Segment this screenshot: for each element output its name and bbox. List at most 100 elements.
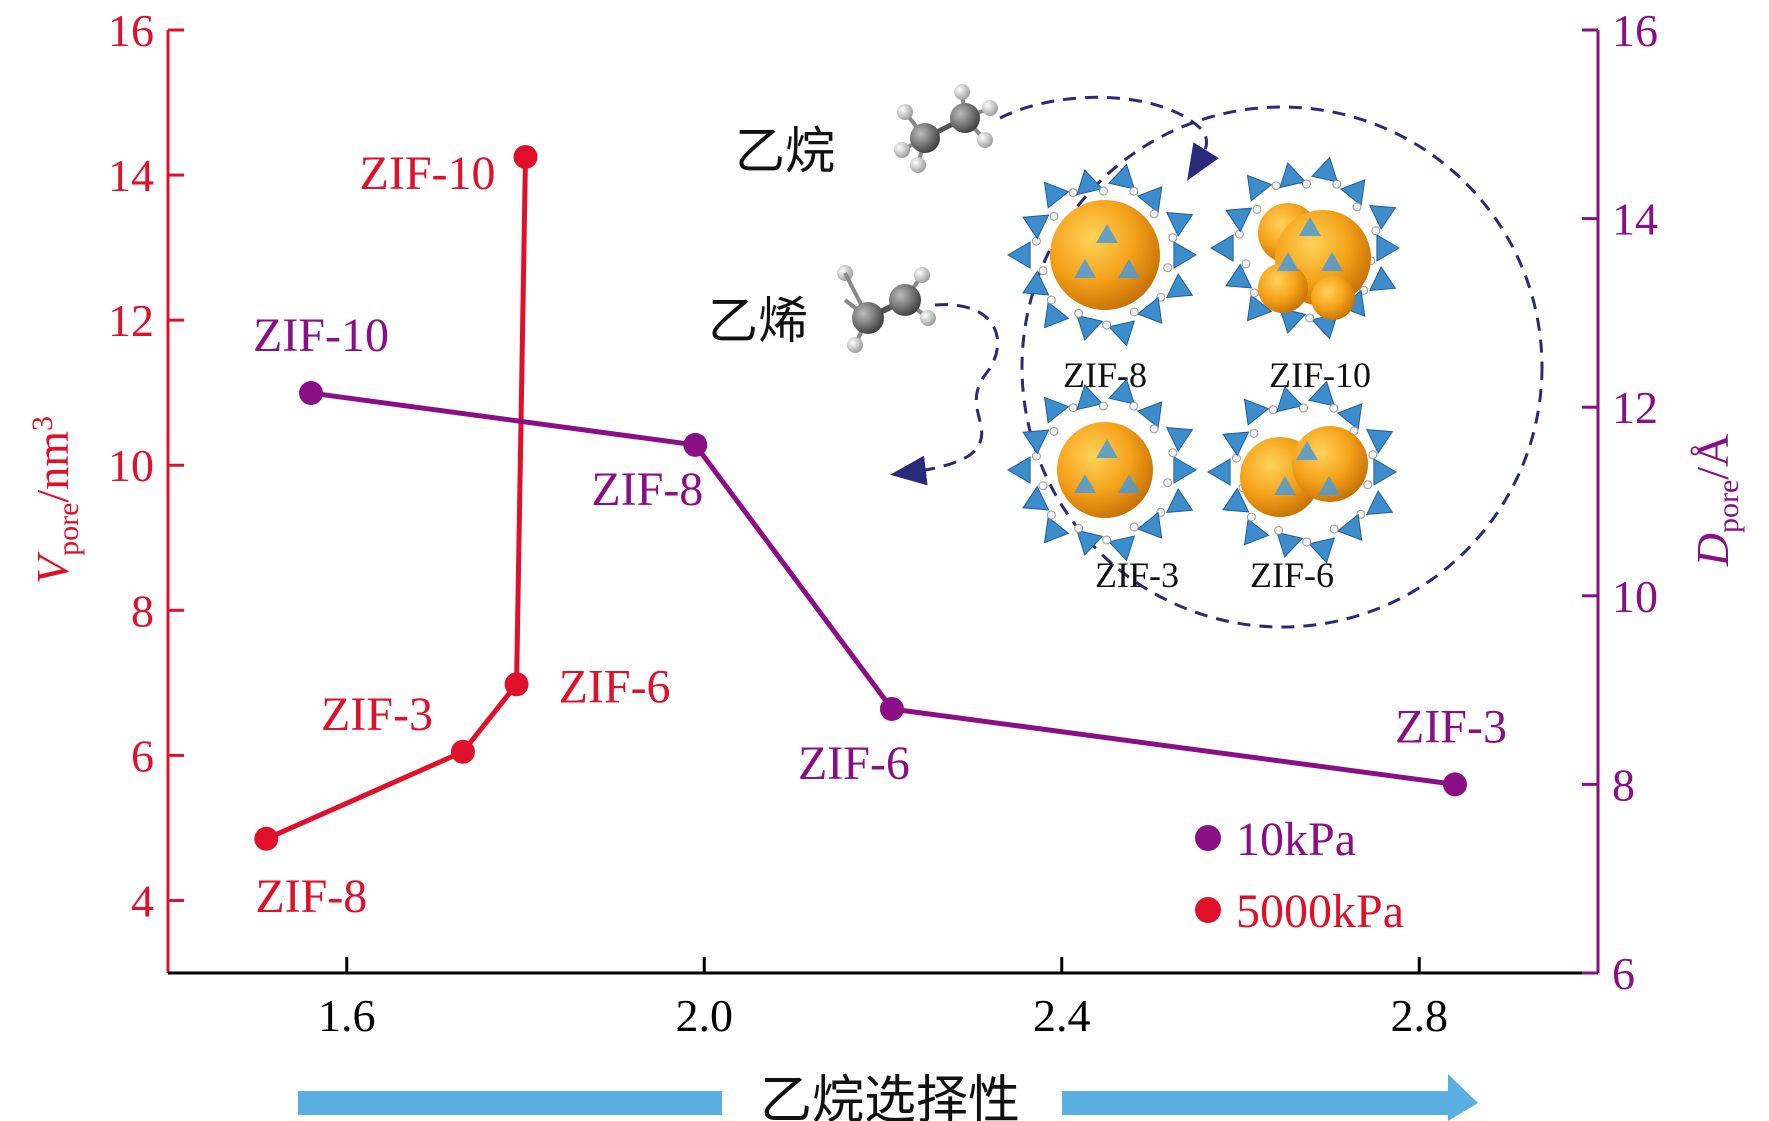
tetrahedron-icon [1222, 487, 1250, 513]
linker-atom-icon [1368, 450, 1378, 460]
data-point-5000kPa [513, 144, 538, 169]
tetrahedron-icon [1043, 396, 1070, 424]
framework-label: ZIF-8 [1063, 355, 1147, 395]
point-label: ZIF-6 [559, 660, 671, 713]
tetrahedron-icon [1246, 174, 1273, 202]
linker-atom-icon [1332, 179, 1342, 189]
ethylene-path-arrow [890, 303, 1000, 486]
framework-clusters: ZIF-8 ZIF-10 ZIF-3 ZIF-6 [1007, 156, 1400, 595]
tetrahedron-icon [1108, 163, 1136, 190]
series-line-10kPa [310, 390, 1456, 787]
point-label: ZIF-10 [360, 147, 496, 200]
framework-cluster: ZIF-10 [1210, 156, 1400, 395]
tetrahedron-icon [1166, 212, 1194, 238]
tetrahedron-icon [1276, 386, 1304, 413]
tetrahedron-icon [1108, 535, 1136, 562]
point-label: ZIF-3 [1395, 700, 1507, 753]
inset-dashed-circle [1020, 105, 1544, 629]
pore-sphere-icon [1057, 422, 1153, 518]
linker-atom-icon [1249, 428, 1259, 438]
tetrahedron-icon [1243, 398, 1270, 426]
ethylene-molecule-icon [837, 265, 936, 353]
pore-sphere-icon [1311, 276, 1355, 320]
tetrahedron-icon [1136, 296, 1163, 324]
tetrahedron-icon [1336, 513, 1363, 541]
data-point-5000kPa [450, 739, 475, 764]
tetrahedron-icon [1136, 511, 1163, 539]
tetrahedron-icon [1007, 456, 1031, 484]
legend-label: 10kPa [1236, 813, 1356, 866]
pore-sphere-icon [1292, 426, 1368, 502]
tetrahedron-icon [1222, 431, 1250, 457]
tetrahedron-icon [1007, 241, 1031, 269]
x-tick-label: 1.6 [318, 990, 376, 1041]
linker-atom-icon [1271, 181, 1281, 191]
tetrahedron-icon [1369, 265, 1397, 291]
left-tick-label: 8 [131, 585, 154, 636]
linker-atom-icon [1329, 403, 1339, 413]
linker-atom-icon [1031, 236, 1041, 246]
framework-label: ZIF-6 [1250, 555, 1334, 595]
x-arrow-shaft-right [1062, 1091, 1450, 1115]
right-tick-label: 14 [1612, 194, 1658, 245]
tetrahedron-icon [1243, 518, 1270, 546]
linker-atom-icon [1074, 523, 1084, 533]
linker-atom-icon [1305, 313, 1315, 323]
tetrahedron-icon [1321, 252, 1343, 271]
right-axis-label: Dpore/Å [1687, 434, 1745, 568]
linker-atom-icon [1163, 478, 1173, 488]
tetrahedron-icon [1076, 169, 1104, 196]
tetrahedron-icon [1296, 441, 1318, 460]
pore-sphere-icon [1258, 263, 1308, 313]
linker-atom-icon [1031, 451, 1041, 461]
linker-atom-icon [1098, 401, 1108, 411]
tetrahedron-icon [1136, 186, 1163, 214]
tetrahedron-icon [1225, 207, 1253, 233]
x-arrow-head [1448, 1074, 1478, 1121]
tetrahedron-icon [1376, 234, 1400, 262]
framework-cluster: ZIF-6 [1207, 380, 1397, 595]
tetrahedron-icon [1308, 380, 1336, 407]
tetrahedron-icon [1366, 489, 1394, 515]
legend-marker [1195, 825, 1221, 851]
data-point-10kPa [879, 696, 904, 721]
tetrahedron-icon [1022, 429, 1050, 455]
tetrahedron-icon [1369, 205, 1397, 231]
tetrahedron-icon [1276, 531, 1304, 558]
x-arrow-shaft-left [298, 1091, 722, 1115]
tetrahedron-icon [1277, 252, 1299, 271]
tetrahedron-icon [1373, 458, 1397, 486]
tetrahedron-icon [1311, 156, 1339, 183]
ethylene-label: 乙烯 [708, 293, 808, 349]
tetrahedron-icon [1022, 485, 1050, 511]
tetrahedron-icon [1076, 529, 1104, 556]
tetrahedron-icon [1074, 474, 1096, 493]
linker-atom-icon [1046, 295, 1056, 305]
legend-label: 5000kPa [1236, 885, 1404, 938]
tetrahedron-icon [1022, 214, 1050, 240]
tetrahedron-icon [1108, 320, 1136, 347]
right-tick-label: 16 [1612, 5, 1658, 56]
data-point-5000kPa [254, 826, 279, 851]
ethane-label: 乙烷 [735, 123, 835, 179]
left-axis-label: Vpore/nm3 [26, 416, 85, 584]
linker-atom-icon [1074, 308, 1084, 318]
left-tick-label: 4 [131, 875, 154, 926]
ethane-molecule-icon [894, 84, 998, 173]
tetrahedron-icon [1308, 537, 1336, 564]
tetrahedron-icon [1173, 241, 1197, 269]
point-label: ZIF-3 [321, 688, 433, 741]
linker-atom-icon [1298, 403, 1308, 413]
x-axis-ticks: 1.6 2.0 2.4 2.8 [318, 957, 1448, 1041]
tetrahedron-icon [1166, 427, 1194, 453]
linker-atom-icon [1068, 188, 1078, 198]
tetrahedron-icon [1246, 294, 1273, 322]
x-axis-label: 乙烷选择性 [760, 1073, 1020, 1121]
legend: 10kPa 5000kPa [1195, 813, 1404, 938]
linker-atom-icon [1302, 537, 1312, 547]
right-axis-ticks: 6 8 10 12 14 16 [1582, 5, 1658, 999]
linker-atom-icon [1098, 186, 1108, 196]
linker-atom-icon [1241, 259, 1251, 269]
left-tick-label: 12 [108, 295, 154, 346]
